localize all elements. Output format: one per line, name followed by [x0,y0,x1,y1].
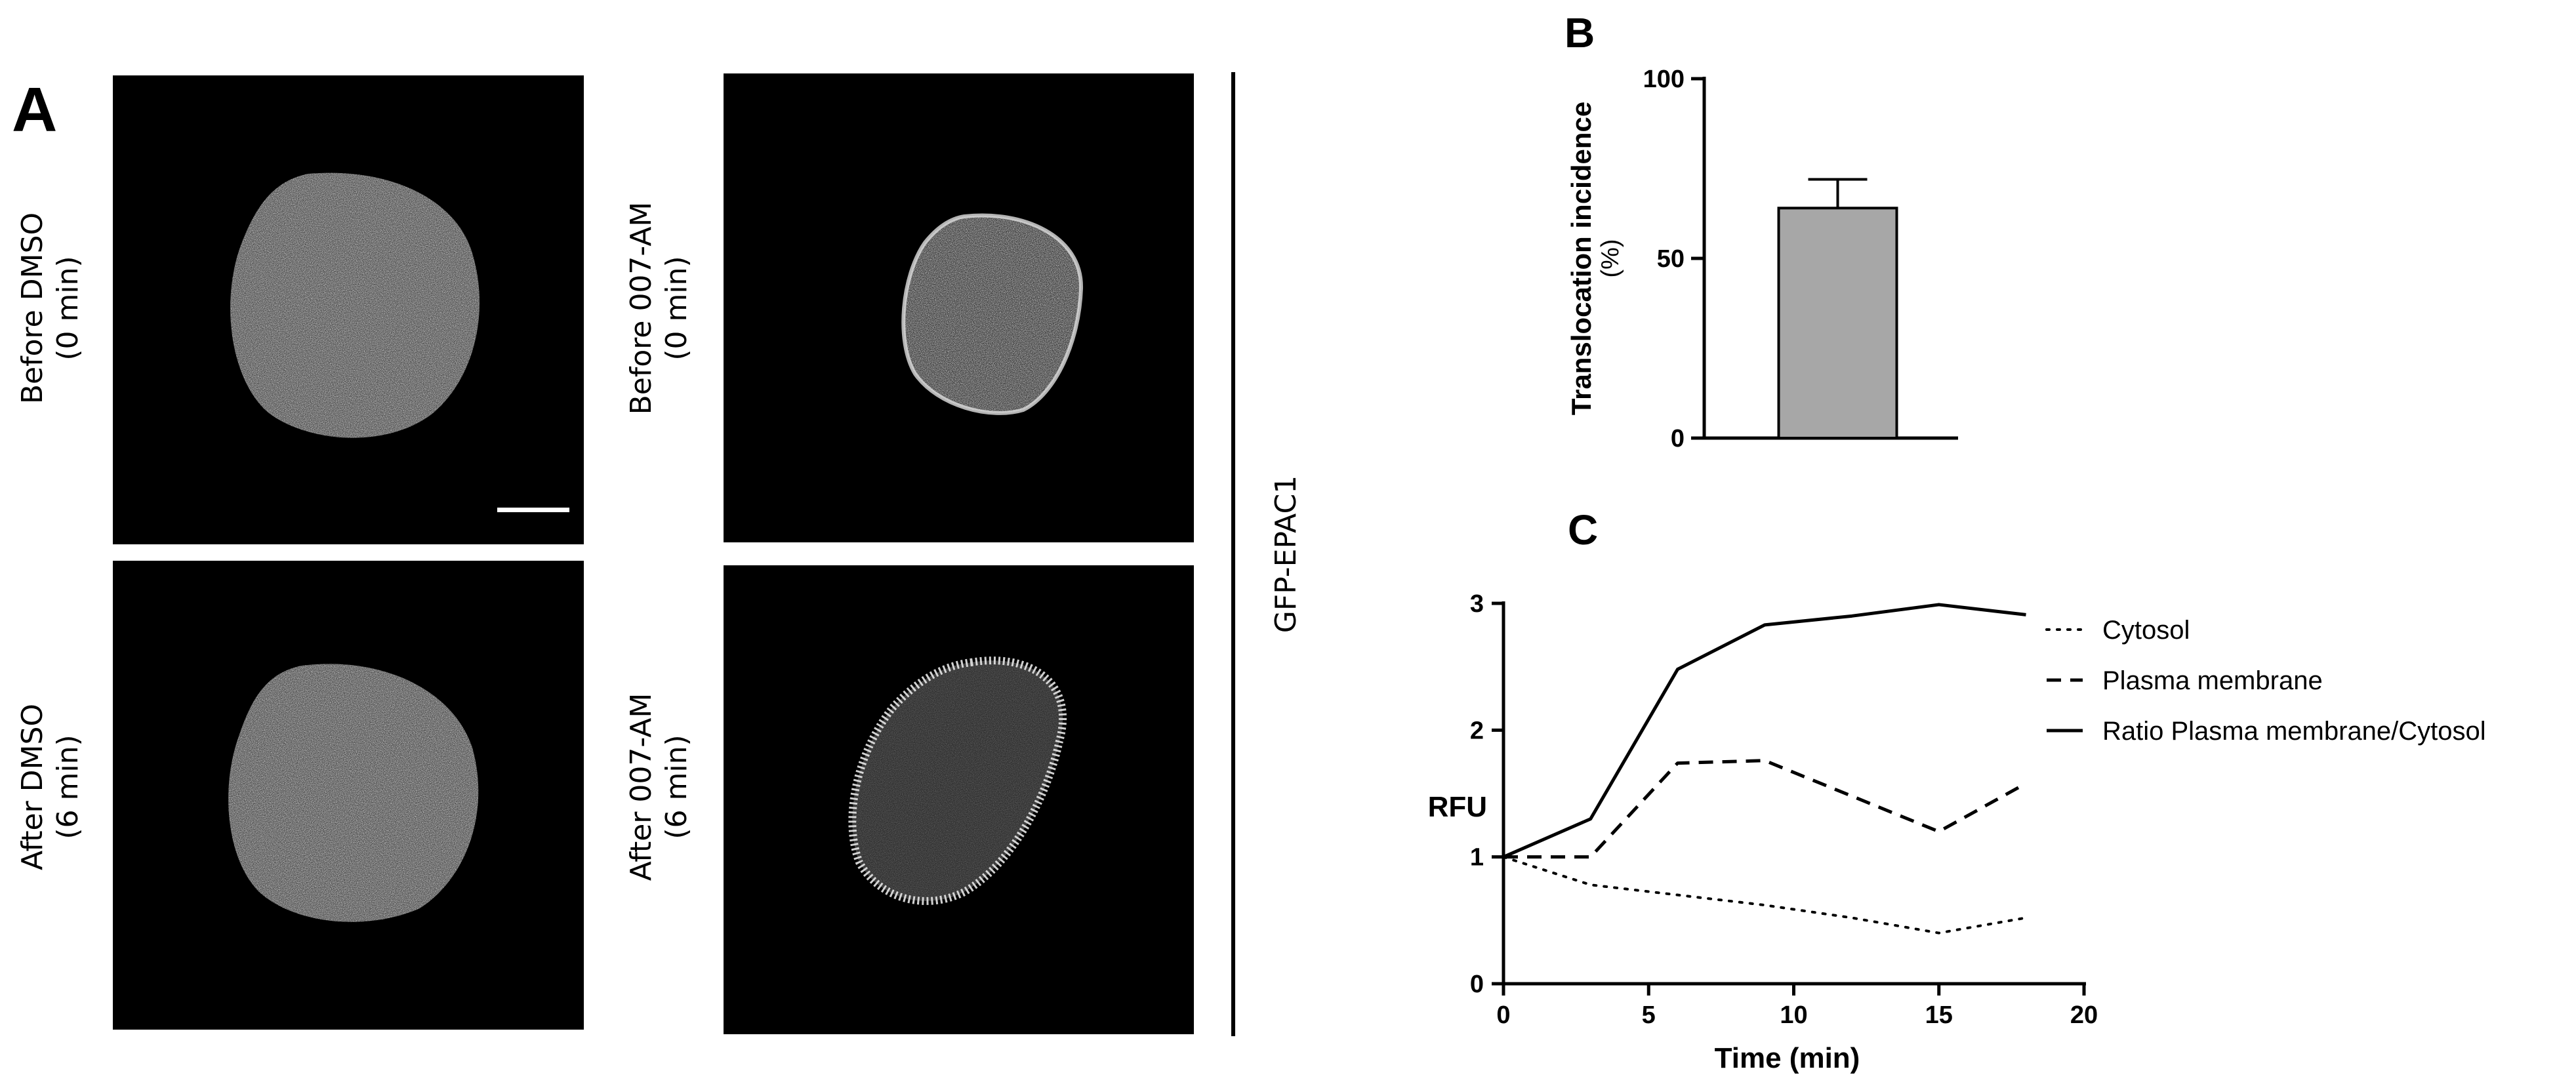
chart-c: 0 1 2 3 0 5 10 15 20 Time (min) RFU Cytosol Plasma m… [1428,590,2486,1074]
c-legend-label-0: Cytosol [2102,616,2190,645]
c-ytick-label-1: 1 [1470,844,1484,872]
c-xtick-label-1: 5 [1642,1001,1656,1029]
label-before-007am-line1: Before 007-AM [624,202,658,415]
c-xtick-label-4: 20 [2070,1001,2098,1029]
label-after-dmso: After DMSO (6 min) [16,704,85,870]
b-ylabel-group: Translocation incidence (%) [1566,102,1624,415]
c-xlabel: Time (min) [1715,1042,1860,1074]
b-ylabel: Translocation incidence [1566,102,1597,415]
scale-bar [497,508,569,512]
c-series-line-0 [1502,855,2028,935]
c-legend-label-2: Ratio Plasma membrane/Cytosol [2102,717,2486,746]
panel-c-letter: C [1568,506,1598,554]
label-after-007am-line1: After 007-AM [624,693,658,881]
micrograph-after-dmso [113,561,584,1030]
c-xtick-label-2: 10 [1780,1001,1807,1029]
c-ytick-label-2: 2 [1470,717,1484,744]
side-label: GFP-EPAC1 [1269,475,1303,633]
c-xtick-label-3: 15 [1925,1001,1953,1029]
chart-b: 0 50 100 Translocation incidence (%) [1566,66,1958,453]
panel-b-letter: B [1564,9,1595,56]
side-label-group: GFP-EPAC1 [1269,475,1303,633]
c-xtick-label-0: 0 [1496,1001,1510,1029]
b-ylabel-unit: (%) [1597,239,1624,277]
panel-a-letter: A [12,75,57,145]
label-after-007am: After 007-AM (6 min) [624,693,693,881]
label-before-007am-line2: (0 min) [660,256,693,360]
label-before-dmso-line2: (0 min) [51,256,85,360]
c-ytick-label-3: 3 [1470,590,1484,618]
label-before-007am: Before 007-AM (0 min) [624,202,693,415]
label-after-dmso-line1: After DMSO [16,704,49,870]
c-series-line-1 [1503,759,2027,859]
label-before-dmso-line1: Before DMSO [16,212,49,404]
micrograph-after-007am [724,565,1194,1034]
c-series-1-point-1 [1590,856,1591,857]
label-after-dmso-line2: (6 min) [51,735,85,839]
c-ytick-label-0: 0 [1470,971,1484,998]
label-after-007am-line2: (6 min) [660,735,693,839]
c-legend-label-1: Plasma membrane [2102,666,2323,695]
b-ytick-label-0: 0 [1671,425,1685,453]
micrograph-before-dmso [113,75,584,544]
b-ytick-label-2: 100 [1643,66,1685,93]
c-series-line-2 [1502,603,2026,858]
micrograph-before-007am [724,73,1194,542]
b-ytick-label-1: 50 [1657,245,1685,273]
label-before-dmso: Before DMSO (0 min) [16,212,85,404]
b-bar-0 [1777,207,1898,439]
c-ylabel: RFU [1428,791,1487,823]
